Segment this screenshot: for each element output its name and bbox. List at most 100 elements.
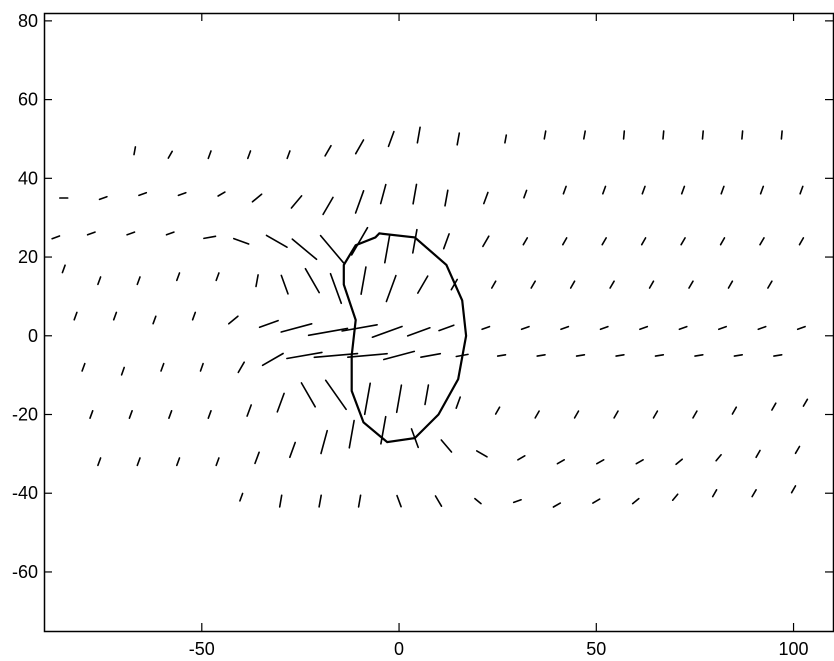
- field-segment: [322, 196, 334, 216]
- plot-frame: [43, 12, 834, 633]
- field-segment: [715, 453, 722, 462]
- field-segment: [406, 326, 431, 337]
- field-segment: [444, 189, 449, 207]
- y-tick-label: 20: [18, 247, 38, 267]
- field-segment: [662, 130, 665, 140]
- field-segment: [411, 228, 418, 254]
- field-segment: [177, 191, 187, 197]
- field-segment: [802, 398, 809, 407]
- field-segment: [152, 315, 157, 325]
- field-segment: [207, 409, 212, 420]
- field-segment: [530, 280, 537, 289]
- field-segment: [207, 150, 212, 160]
- field-segment: [98, 195, 108, 201]
- field-segment: [711, 488, 718, 498]
- field-segment: [562, 185, 567, 195]
- y-axis: -60 -40 -20 0 20 40 60 80: [12, 11, 833, 582]
- field-segment: [631, 497, 640, 505]
- field-segment: [560, 325, 570, 331]
- field-segment: [348, 419, 355, 449]
- field-segment: [569, 280, 576, 289]
- field-segment: [120, 366, 125, 376]
- field-segment: [288, 441, 297, 459]
- field-segment: [416, 126, 421, 144]
- field-segment: [396, 494, 402, 508]
- field-segment: [168, 409, 173, 420]
- field-segment: [654, 353, 665, 357]
- field-segment: [641, 185, 646, 195]
- field-segment: [652, 410, 659, 419]
- field-segment: [490, 280, 497, 289]
- field-segment: [648, 280, 655, 289]
- y-tick-label: -20: [12, 405, 38, 425]
- field-segment: [86, 231, 96, 236]
- field-segment: [363, 382, 372, 416]
- field-segment: [556, 458, 566, 465]
- y-tick-label: 80: [18, 11, 38, 31]
- field-segment: [350, 226, 369, 256]
- field-segment: [523, 189, 528, 199]
- field-segment: [73, 311, 78, 321]
- field-segment: [395, 384, 403, 414]
- field-segment: [97, 276, 102, 286]
- field-segment: [278, 494, 283, 508]
- field-segment: [640, 237, 647, 246]
- field-segment: [276, 392, 285, 413]
- field-segment: [416, 275, 429, 294]
- field-segment: [133, 146, 137, 156]
- y-tick-label: 40: [18, 168, 38, 188]
- field-segment: [799, 185, 804, 195]
- field-segment: [680, 185, 686, 195]
- x-axis: -50 0 50 100: [189, 13, 809, 659]
- field-segment: [167, 150, 173, 159]
- field-segment: [380, 415, 387, 445]
- field-segment: [573, 410, 580, 419]
- field-segment: [354, 139, 365, 155]
- field-segment: [300, 382, 317, 408]
- field-segment: [251, 193, 263, 203]
- field-segment: [280, 322, 313, 333]
- field-segment: [324, 379, 347, 411]
- y-tick-label: 60: [18, 90, 38, 110]
- field-segment: [354, 190, 365, 214]
- field-segment: [215, 272, 220, 282]
- field-segment: [290, 195, 303, 209]
- x-tick-label: 0: [394, 639, 404, 659]
- field-segment: [424, 384, 430, 406]
- field-segment: [371, 325, 403, 339]
- field-segment: [512, 498, 522, 504]
- field-segment: [536, 353, 546, 357]
- field-segment: [199, 362, 204, 372]
- field-segment: [678, 325, 688, 331]
- field-segment: [599, 325, 609, 331]
- field-segment: [701, 130, 705, 140]
- field-segment: [796, 325, 806, 331]
- vector-field: [51, 126, 809, 508]
- field-segment: [613, 410, 619, 419]
- field-segment: [517, 454, 526, 461]
- field-segment: [635, 458, 644, 465]
- field-segment: [733, 353, 744, 357]
- field-segment: [456, 132, 461, 146]
- y-tick-label: -40: [12, 483, 38, 503]
- field-segment: [719, 237, 726, 246]
- field-segment: [504, 134, 508, 144]
- field-segment: [771, 402, 777, 411]
- field-segment: [592, 498, 601, 504]
- field-segment: [767, 280, 773, 289]
- field-segment: [622, 130, 626, 140]
- field-segment: [440, 439, 453, 453]
- field-segment: [552, 502, 562, 508]
- field-segment: [780, 130, 783, 140]
- field-segment: [176, 272, 181, 282]
- field-segment: [520, 325, 530, 331]
- field-segment: [387, 130, 395, 148]
- field-segment: [304, 267, 321, 294]
- field-segment: [324, 144, 332, 157]
- field-segment: [258, 319, 279, 329]
- field-segment: [191, 311, 197, 321]
- x-tick-label: -50: [189, 639, 215, 659]
- field-segment: [217, 191, 226, 197]
- field-segment: [615, 353, 625, 357]
- field-segment: [731, 406, 738, 415]
